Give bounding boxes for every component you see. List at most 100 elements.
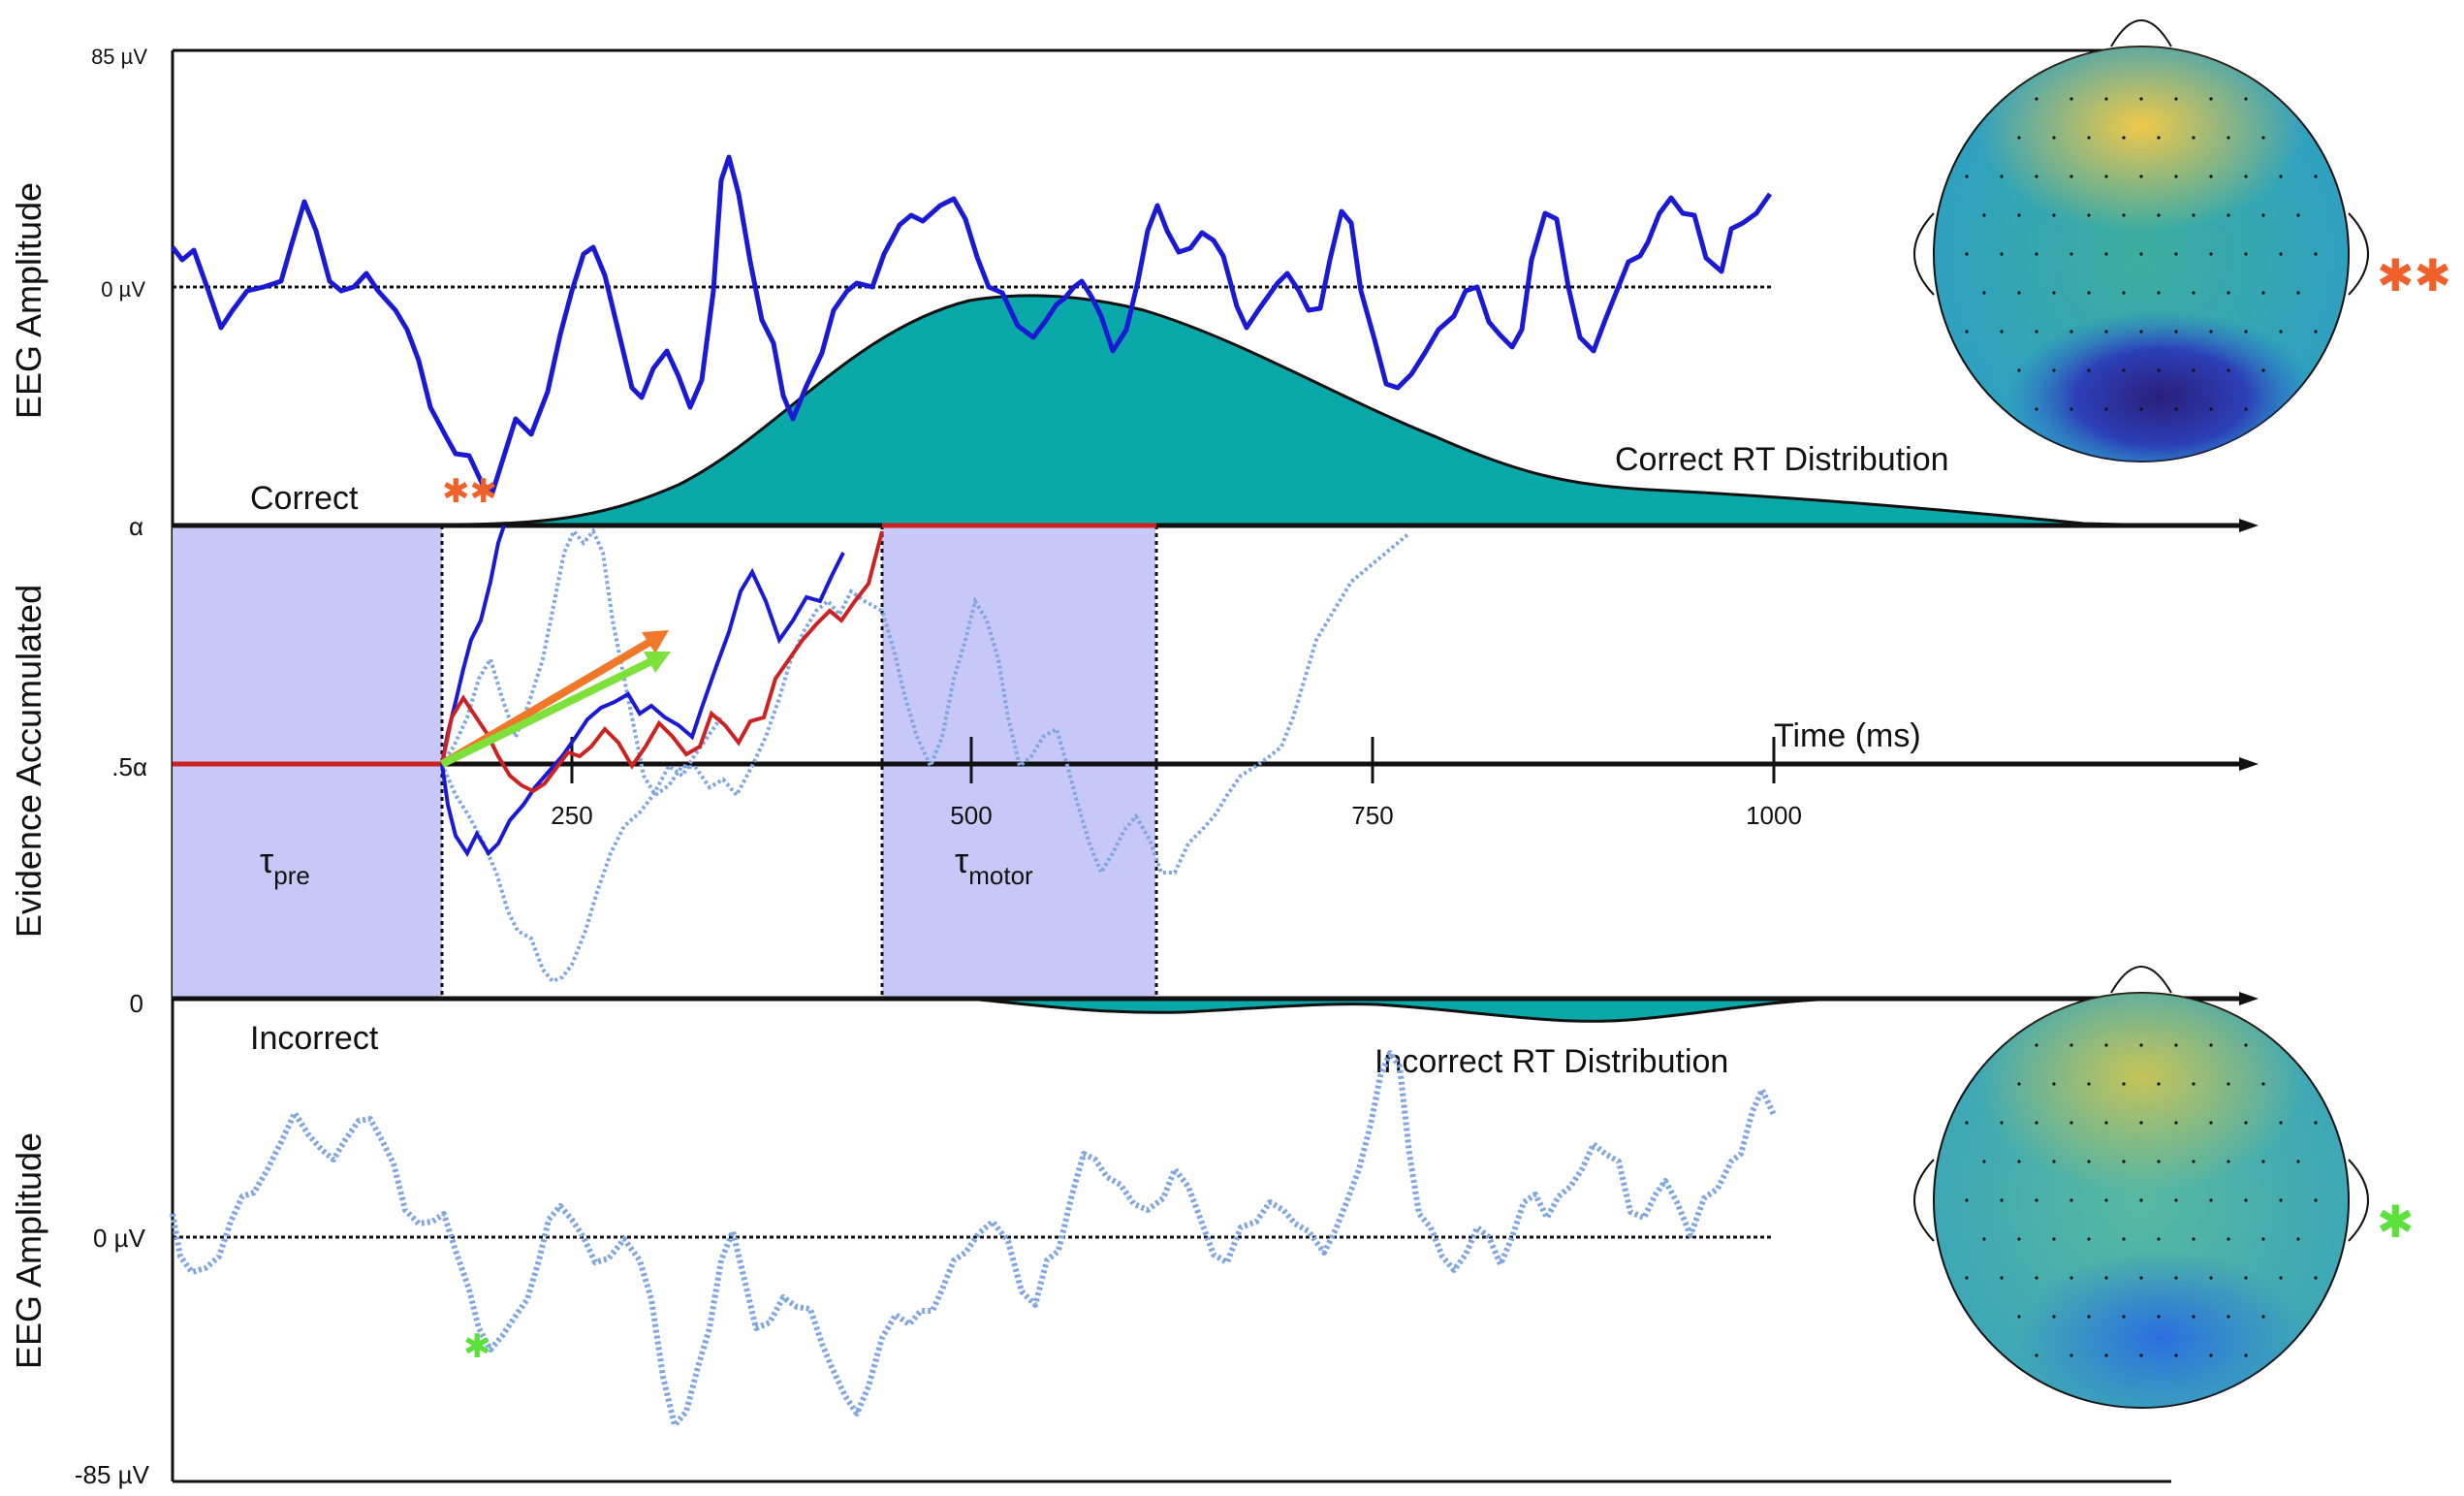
electrode-dot: [2000, 330, 2004, 334]
incorrect-rt-label: Incorrect RT Distribution: [1374, 1043, 1728, 1080]
electrode-dot: [2122, 291, 2126, 295]
electrode-dot: [2069, 330, 2073, 334]
electrode-dot: [2227, 1160, 2230, 1163]
tick-label-1000: 1000: [1746, 801, 1802, 830]
electrode-dot: [2157, 368, 2161, 372]
electrode-dot: [2069, 97, 2073, 101]
electrode-dot: [2261, 1315, 2265, 1319]
tau-motor-box: [882, 525, 1155, 997]
electrode-dot: [2017, 1160, 2021, 1163]
electrode-dot: [2139, 1276, 2143, 1280]
electrode-dot: [2087, 1315, 2091, 1319]
tick-zero-uv-top: 0 µV: [101, 277, 145, 302]
tick-label-750: 750: [1351, 801, 1393, 830]
electrode-dot: [2174, 1121, 2178, 1125]
electrode-dot: [2104, 252, 2108, 256]
electrode-dot: [2244, 97, 2248, 101]
electrode-dot: [2279, 252, 2283, 256]
drift-arrow-orange-head: [642, 630, 669, 653]
electrode-dot: [2314, 175, 2318, 178]
accumulation-path-red: [440, 530, 884, 794]
electrode-dot: [2000, 175, 2004, 178]
electrode-dot: [2227, 291, 2230, 295]
electrode-dot: [2244, 330, 2248, 334]
drift-arrow-green-head: [644, 652, 671, 673]
electrode-dot: [2104, 1276, 2108, 1280]
electrode-dot: [2104, 1043, 2108, 1047]
electrode-dot: [2244, 175, 2248, 178]
electrode-dot: [2035, 252, 2038, 256]
electrode-dot: [2174, 252, 2178, 256]
tau-pre-label: τpre: [260, 841, 310, 890]
incorrect-label: Incorrect: [250, 1020, 379, 1057]
eeg-trace-incorrect: [170, 1050, 1777, 1428]
electrode-dot: [2279, 1198, 2283, 1202]
electrode-dot: [2122, 368, 2126, 372]
electrode-dot: [2052, 1160, 2056, 1163]
electrode-dot: [2017, 1082, 2021, 1086]
electrode-dot: [2000, 252, 2004, 256]
electrode-dot: [2035, 1353, 2038, 1357]
electrode-dot: [2069, 1276, 2073, 1280]
electrode-dot: [2035, 1198, 2038, 1202]
electrode-dot: [2035, 1276, 2038, 1280]
accumulation-path-blue-1: [440, 552, 845, 857]
electrode-dot: [2209, 330, 2213, 334]
electrode-dot: [2052, 1082, 2056, 1086]
topomap-incorrect-electrodes: [1965, 1043, 2318, 1357]
electrode-dot: [2139, 1353, 2143, 1357]
electrode-dot: [2069, 1121, 2073, 1125]
y-label-eeg-bottom: EEG Amplitude: [9, 1132, 48, 1369]
lower-boundary-arrowhead: [2239, 992, 2259, 1005]
electrode-dot: [2174, 1276, 2178, 1280]
electrode-dot: [2261, 1160, 2265, 1163]
electrode-dot: [2314, 1121, 2318, 1125]
electrode-dot: [2000, 1121, 2004, 1125]
electrode-dot: [2174, 1043, 2178, 1047]
electrode-dot: [2227, 136, 2230, 140]
electrode-dot: [2069, 252, 2073, 256]
electrode-dot: [2192, 1082, 2195, 1086]
electrode-dot: [2122, 1160, 2126, 1163]
electrode-dot: [2035, 330, 2038, 334]
tick-plus-85uv: 85 µV: [91, 45, 147, 69]
electrode-dot: [2209, 175, 2213, 178]
electrode-dot: [2139, 1198, 2143, 1202]
electrode-dot: [2244, 1276, 2248, 1280]
electrode-dot: [1965, 1276, 1969, 1280]
electrode-dot: [2296, 291, 2300, 295]
electrode-dot: [2174, 330, 2178, 334]
electrode-dot: [2174, 175, 2178, 178]
electrode-dot: [2104, 97, 2108, 101]
electrode-dot: [2209, 1353, 2213, 1357]
electrode-dot: [1965, 1121, 1969, 1125]
electrode-dot: [2209, 97, 2213, 101]
incorrect-trial-marker: ✱: [463, 1328, 491, 1365]
electrode-dot: [2017, 136, 2021, 140]
electrode-dot: [2227, 1315, 2230, 1319]
electrode-dot: [1965, 252, 1969, 256]
electrode-dot: [1965, 330, 1969, 334]
electrode-dot: [2192, 213, 2195, 217]
tau-motor-label: τmotor: [955, 841, 1033, 890]
electrode-dot: [2104, 1353, 2108, 1357]
electrode-dot: [2104, 1198, 2108, 1202]
correct-rt-distribution: [441, 294, 2124, 526]
electrode-dot: [2139, 252, 2143, 256]
electrode-dot: [2122, 1082, 2126, 1086]
correct-trial-marker: ✱✱: [442, 473, 497, 510]
electrode-dot: [2244, 1043, 2248, 1047]
electrode-dot: [2017, 1315, 2021, 1319]
topomap-correct-marker: ✱✱: [2377, 250, 2451, 301]
correct-label: Correct: [250, 480, 359, 517]
electrode-dot: [2087, 213, 2091, 217]
correct-rt-label: Correct RT Distribution: [1615, 441, 1949, 478]
y-label-evidence: Evidence Accumulated: [9, 585, 48, 938]
electrode-dot: [2174, 1353, 2178, 1357]
electrode-dot: [2174, 97, 2178, 101]
electrode-dot: [2104, 175, 2108, 178]
electrode-dot: [2192, 1315, 2195, 1319]
electrode-dot: [2035, 1121, 2038, 1125]
electrode-dot: [1982, 1237, 1986, 1241]
